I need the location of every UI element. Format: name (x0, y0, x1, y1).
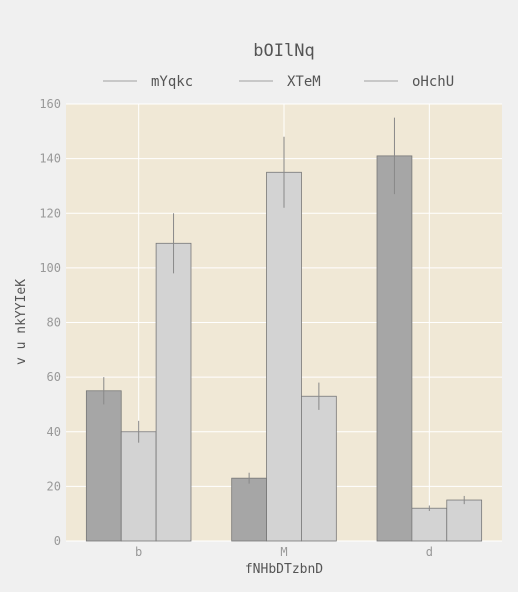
bar (377, 156, 412, 541)
x-axis-label: fNHbDTzbnD (245, 562, 323, 577)
y-tick-label: 120 (39, 206, 61, 220)
x-tick-label: b (135, 545, 142, 559)
bar (301, 396, 336, 541)
chart-title: bOIlNq (253, 41, 314, 61)
y-tick-label: 160 (39, 97, 61, 111)
x-tick-label: d (426, 545, 433, 559)
bar (232, 478, 267, 541)
bar (412, 508, 447, 541)
bar (447, 500, 482, 541)
bar (267, 172, 302, 541)
legend-label: mYqkc (151, 74, 193, 90)
y-tick-label: 0 (54, 534, 61, 548)
legend-label: oHchU (412, 74, 454, 90)
y-axis-label: v u nkYYIeK (14, 279, 29, 365)
y-tick-label: 140 (39, 152, 61, 166)
y-tick-label: 100 (39, 261, 61, 275)
bar (156, 243, 191, 541)
bar (121, 432, 156, 541)
y-tick-label: 40 (47, 425, 61, 439)
y-tick-label: 80 (47, 316, 61, 330)
x-tick-label: M (280, 545, 287, 559)
bar (86, 391, 121, 541)
y-tick-label: 20 (47, 479, 61, 493)
legend-label: XTeM (287, 74, 321, 90)
y-tick-label: 60 (47, 370, 61, 384)
